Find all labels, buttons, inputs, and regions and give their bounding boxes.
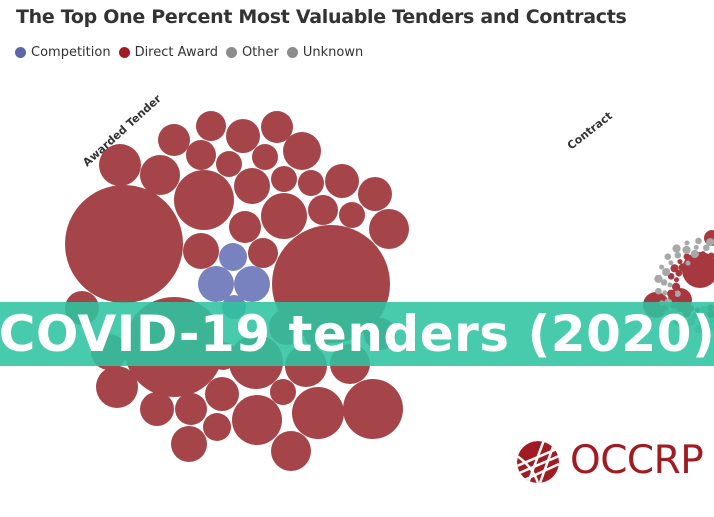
bubble[interactable] (678, 297, 684, 303)
legend-label: Competition (31, 45, 111, 60)
bubble[interactable] (667, 282, 673, 288)
bubble[interactable] (234, 266, 270, 302)
bubble[interactable] (683, 253, 691, 260)
bubble[interactable] (171, 426, 207, 462)
bubble[interactable] (65, 185, 183, 303)
bubble[interactable] (696, 255, 705, 264)
legend-item-unknown[interactable]: Unknown (286, 45, 364, 60)
bubble[interactable] (339, 202, 365, 228)
bubble[interactable] (667, 273, 675, 280)
bubble[interactable] (667, 289, 676, 298)
legend-label: Unknown (302, 45, 364, 60)
bubble[interactable] (662, 267, 671, 277)
bubble[interactable] (174, 170, 234, 230)
bubble[interactable] (298, 170, 324, 196)
legend: Competition Direct Award Other Unknown (15, 45, 371, 60)
bubble[interactable] (369, 209, 409, 249)
bubble[interactable] (693, 244, 699, 250)
bubble[interactable] (175, 393, 207, 425)
bubble[interactable] (672, 244, 681, 253)
bubble[interactable] (654, 274, 663, 283)
bubble[interactable] (690, 257, 698, 264)
legend-swatch (15, 47, 26, 58)
bubble[interactable] (252, 144, 278, 170)
bubble[interactable] (668, 260, 674, 266)
bubble[interactable] (99, 144, 141, 186)
bubble[interactable] (203, 413, 231, 441)
bubble[interactable] (308, 195, 338, 225)
bubble[interactable] (271, 431, 311, 471)
group-label-contract: Contract (565, 109, 615, 152)
bubble[interactable] (229, 211, 261, 243)
bubble[interactable] (248, 238, 278, 268)
bubble[interactable] (678, 263, 687, 272)
bubble[interactable] (158, 124, 190, 156)
bubble[interactable] (695, 237, 702, 245)
legend-swatch (286, 47, 298, 58)
legend-item-other[interactable]: Other (225, 45, 279, 60)
legend-label: Direct Award (134, 45, 218, 60)
bubble[interactable] (675, 269, 683, 277)
bubble[interactable] (662, 290, 668, 296)
bubble[interactable] (690, 249, 699, 259)
bubble[interactable] (664, 253, 672, 260)
bubble[interactable] (325, 164, 359, 198)
bubble[interactable] (660, 279, 668, 286)
bubble[interactable] (358, 177, 392, 211)
bubble[interactable] (226, 119, 260, 153)
legend-swatch (118, 47, 130, 58)
bubble[interactable] (261, 111, 293, 143)
bubble[interactable] (659, 264, 665, 270)
logo-text: OCCRP (570, 437, 704, 483)
bubble[interactable] (261, 193, 307, 239)
banner-text: COVID-19 tenders (2020) (0, 305, 714, 363)
bubble[interactable] (343, 379, 403, 439)
bubble[interactable] (706, 238, 714, 247)
bubble[interactable] (674, 277, 680, 283)
bubble[interactable] (196, 111, 226, 141)
legend-label: Other (241, 45, 279, 60)
bubble[interactable] (140, 392, 174, 426)
bubble[interactable] (677, 259, 683, 265)
bubble[interactable] (270, 379, 296, 405)
bubble[interactable] (710, 260, 714, 268)
chart-title: The Top One Percent Most Valuable Tender… (16, 6, 627, 28)
bubble[interactable] (96, 366, 138, 408)
bubble[interactable] (216, 151, 242, 177)
globe-icon (517, 441, 559, 483)
bubble[interactable] (700, 251, 706, 257)
bubble-cluster-awarded-tender (65, 111, 409, 471)
bubble[interactable] (234, 168, 270, 204)
bubble[interactable] (674, 290, 681, 297)
bubble[interactable] (183, 233, 219, 269)
bubble[interactable] (671, 282, 681, 291)
bubble[interactable] (140, 155, 180, 195)
bubble[interactable] (283, 132, 321, 170)
legend-item-direct-award[interactable]: Direct Award (118, 45, 218, 60)
bubble[interactable] (271, 166, 297, 192)
bubble[interactable] (684, 240, 690, 246)
bubble[interactable] (707, 252, 714, 260)
bubble[interactable] (702, 244, 710, 252)
bubble[interactable] (232, 395, 282, 445)
bubble[interactable] (198, 266, 234, 302)
bubble[interactable] (704, 258, 710, 264)
bubble[interactable] (682, 245, 691, 255)
bubble[interactable] (685, 260, 691, 266)
legend-swatch (225, 47, 237, 58)
legend-item-competition[interactable]: Competition (15, 45, 111, 60)
bubble[interactable] (655, 287, 662, 295)
bubble[interactable] (292, 387, 344, 439)
occrp-logo: OCCRP (514, 436, 704, 484)
bubble[interactable] (674, 251, 682, 259)
bubble[interactable] (205, 377, 239, 411)
bubble[interactable] (186, 140, 216, 170)
title-banner: COVID-19 tenders (2020) (0, 302, 714, 366)
bubble[interactable] (670, 264, 679, 273)
bubble[interactable] (219, 243, 247, 271)
